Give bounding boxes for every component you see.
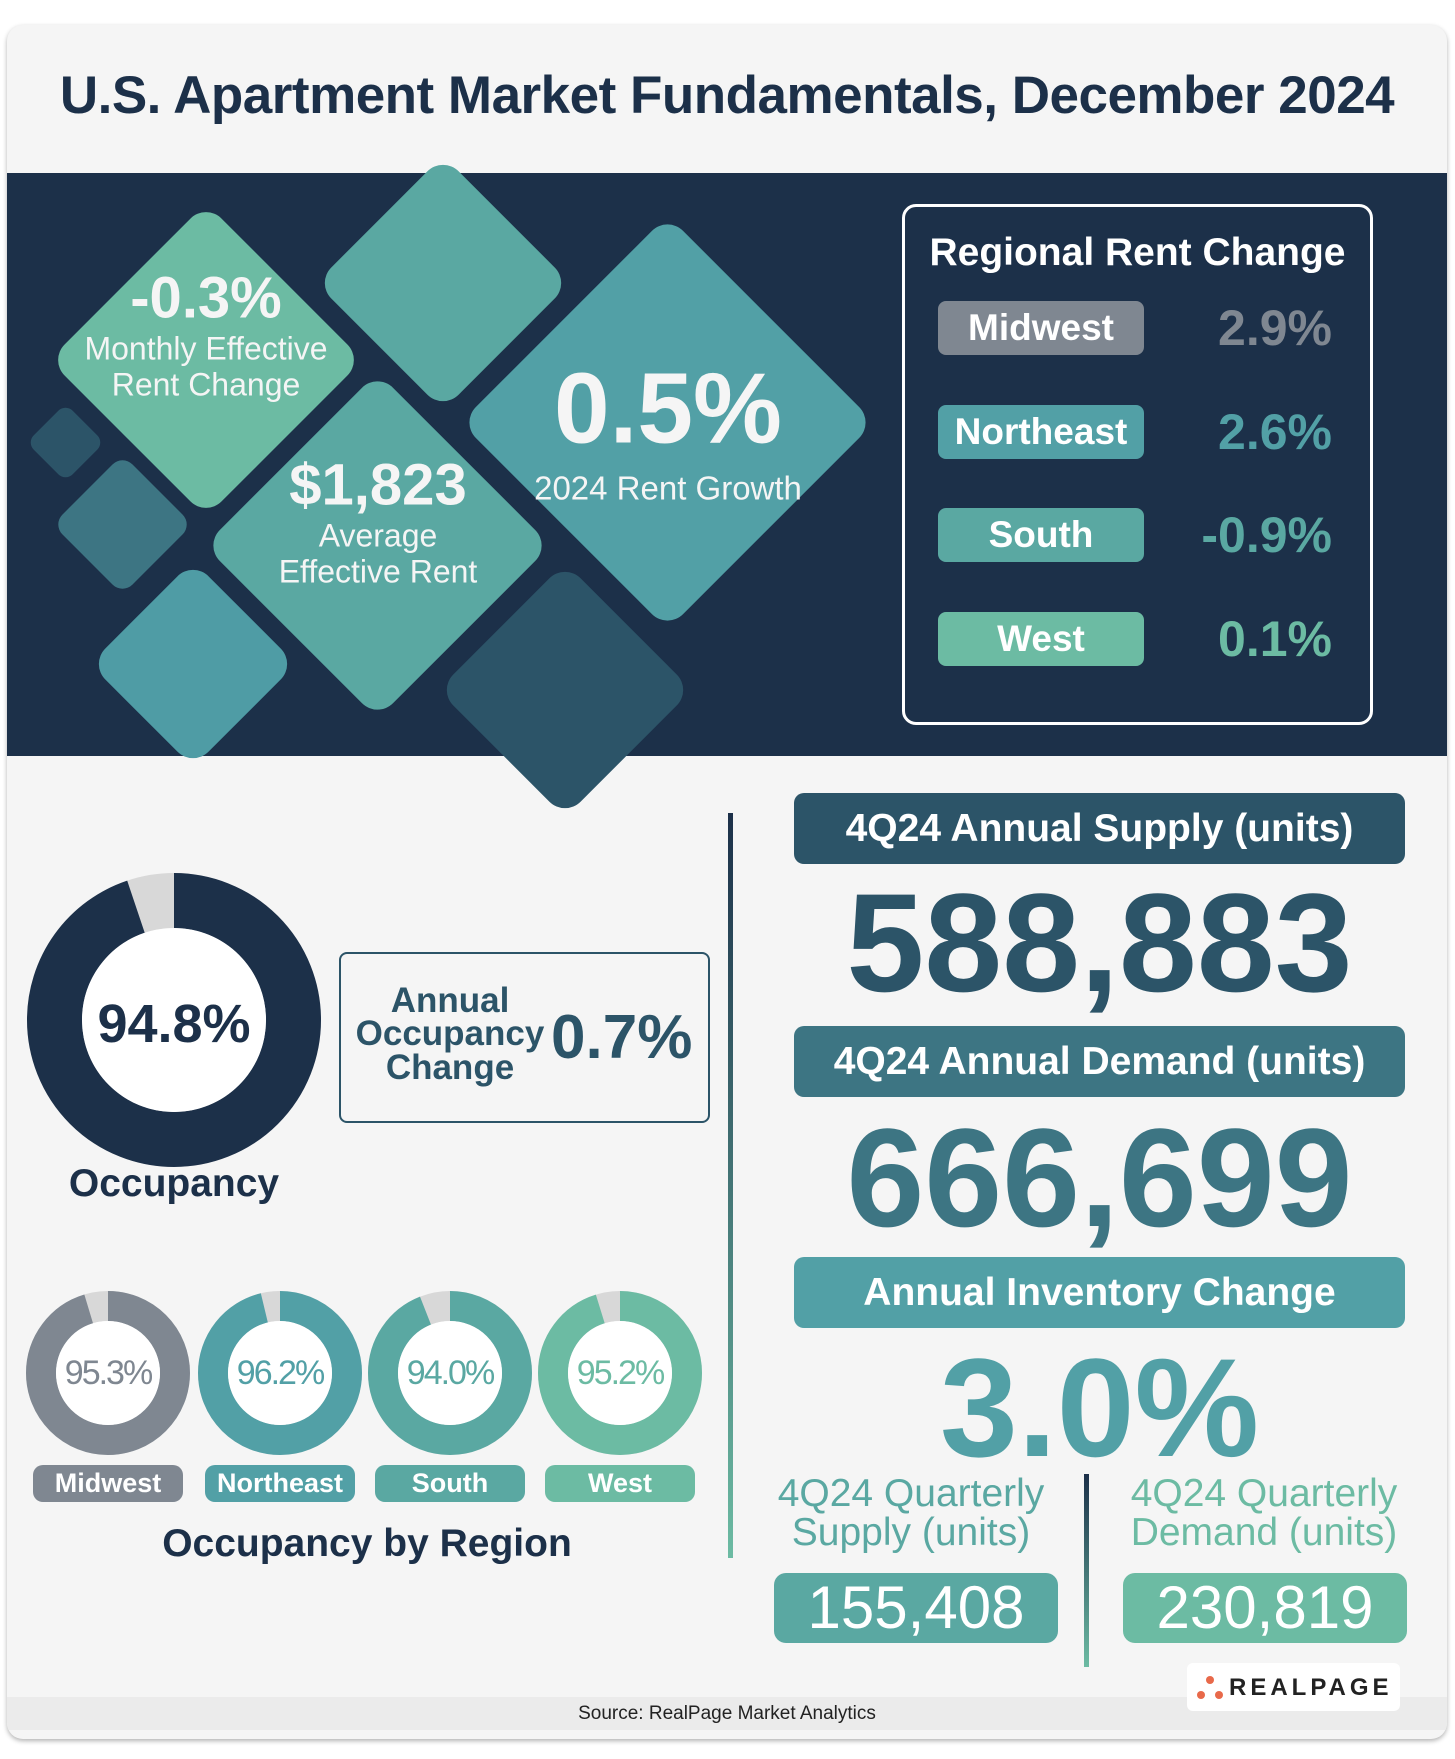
region-occupancy-label: West [545,1465,695,1502]
region-rent-value: -0.9% [1201,507,1332,563]
region-occupancy-value: 95.2% [576,1354,665,1392]
region-occupancy-arc [198,1291,362,1455]
quarterly-supply-label-line: Supply (units) [791,1511,1031,1554]
quarterly-demand-label-line: 4Q24 Quarterly [1130,1472,1398,1515]
annual-occupancy-value: 0.7% [551,1003,693,1072]
quarterly-demand-value: 230,819 [1123,1573,1407,1643]
source-text: Source: RealPage Market Analytics [578,1703,876,1724]
region-occupancy-donut-south [368,1291,532,1455]
monthly-rent-change: -0.3% Monthly Effective Rent Change [84,265,328,404]
inventory-change-value: 3.0% [939,1329,1260,1486]
region-occupancy-arc [538,1291,702,1455]
occupancy-hole [82,928,266,1112]
region-occupancy-donut-northeast [198,1291,362,1455]
region-occupancy-hole [56,1321,160,1425]
occupancy-label: Occupancy [68,1162,280,1205]
divider [728,813,733,1558]
region-occupancy-label: Northeast [205,1465,355,1502]
average-label: Average [318,517,438,554]
occupancy-arc [27,873,321,1167]
annual-occupancy-label: Annual [390,981,510,1020]
annual-demand-header: 4Q24 Annual Demand (units) [794,1026,1405,1097]
monthly-label: Monthly Effective [84,330,328,367]
quarterly-demand-label: 4Q24 Quarterly Demand (units) [1104,1474,1424,1552]
region-occupancy-value: 96.2% [236,1354,325,1392]
region-occupancy-donut-midwest [26,1291,190,1455]
logo-dots-icon [1197,1676,1223,1699]
occupancy-donut [27,873,321,1167]
panel-title: Regional Rent Change [929,231,1346,274]
monthly-value: -0.3% [130,265,282,331]
region-occupancy-donut-west [538,1291,702,1455]
region-occupancy-value: 94.0% [406,1354,495,1392]
annual-occupancy-label: Occupancy [355,1014,545,1054]
annual-supply-value: 588,883 [846,864,1353,1021]
average-label: Effective Rent [278,553,478,590]
region-rent-value: 0.1% [1218,611,1332,667]
region-pill-midwest: Midwest [938,301,1144,355]
quarterly-supply-label-line: 4Q24 Quarterly [777,1472,1045,1515]
region-occupancy-arc [368,1291,532,1455]
annual-occupancy-box: Annual Occupancy Change 0.7% [339,952,710,1123]
logo-text: REALPAGE [1229,1674,1393,1701]
region-occupancy-label: Midwest [33,1465,183,1502]
quarterly-demand-label-line: Demand (units) [1130,1511,1398,1554]
annual-supply-header: 4Q24 Annual Supply (units) [794,793,1405,864]
realpage-logo: REALPAGE [1187,1663,1400,1711]
regional-rent-change-panel: Regional Rent Change Midwest 2.9% Northea… [902,204,1373,725]
monthly-label: Rent Change [111,366,301,403]
quarterly-supply-label: 4Q24 Quarterly Supply (units) [751,1474,1071,1552]
region-occupancy-value: 95.3% [64,1354,153,1392]
quarterly-supply-value: 155,408 [774,1573,1058,1643]
region-rent-value: 2.9% [1218,300,1332,356]
inventory-change-header: Annual Inventory Change [794,1257,1405,1328]
occupancy-value: 94.8% [97,994,251,1054]
region-occupancy-hole [568,1321,672,1425]
occupancy-by-region-title: Occupancy by Region [162,1522,572,1565]
average-value: $1,823 [289,452,467,518]
divider [1084,1474,1089,1667]
region-occupancy-hole [398,1321,502,1425]
annual-demand-value: 666,699 [846,1099,1353,1256]
region-pill-northeast: Northeast [938,405,1144,459]
region-pill-west: West [938,612,1144,666]
rent-growth: 0.5% 2024 Rent Growth [534,353,802,508]
infographic-card: U.S. Apartment Market Fundamentals, Dece… [7,25,1447,1739]
region-rent-value: 2.6% [1218,404,1332,460]
average-effective-rent: $1,823 Average Effective Rent [278,452,478,591]
region-occupancy-arc [26,1291,190,1455]
region-occupancy-hole [228,1321,332,1425]
growth-value: 0.5% [554,352,782,465]
region-occupancy-label: South [375,1465,525,1502]
page-title: U.S. Apartment Market Fundamentals, Dece… [59,66,1395,125]
growth-label: 2024 Rent Growth [534,469,802,507]
region-pill-south: South [938,508,1144,562]
annual-occupancy-label: Change [385,1047,515,1087]
